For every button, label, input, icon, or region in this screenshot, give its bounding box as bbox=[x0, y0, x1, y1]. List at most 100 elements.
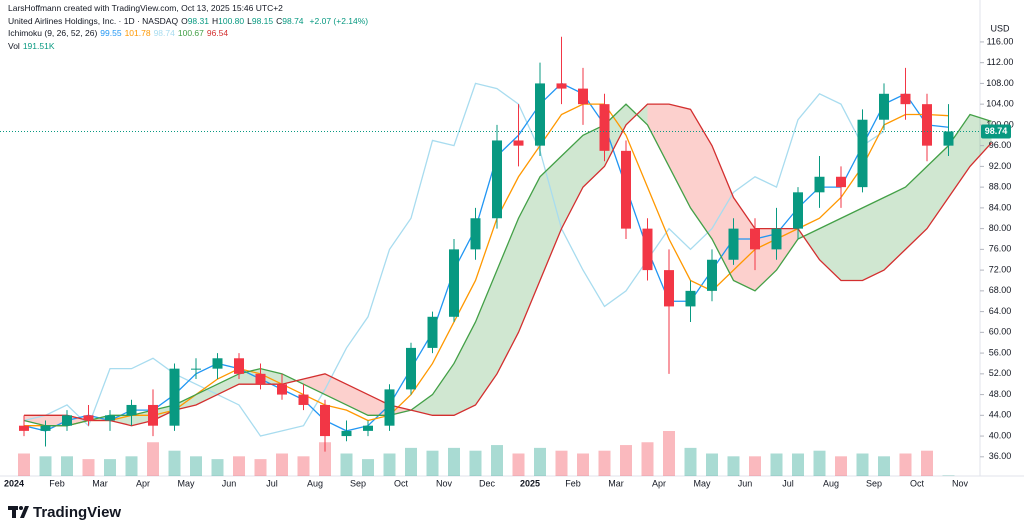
candle-body bbox=[320, 404, 330, 437]
indicator-line bbox=[23, 103, 992, 427]
candle-body bbox=[19, 425, 29, 431]
cloud-segment bbox=[927, 145, 949, 229]
x-tick-label: Oct bbox=[394, 478, 409, 488]
candle-body bbox=[406, 347, 416, 390]
candle-body bbox=[814, 176, 825, 193]
volume-value: 191.51K bbox=[22, 40, 55, 51]
x-tick-label: Sep bbox=[866, 478, 882, 488]
x-tick-label: Jun bbox=[738, 478, 753, 488]
x-tick-label: Jul bbox=[266, 478, 278, 488]
y-tick-label: 116.00 bbox=[987, 36, 1014, 46]
x-tick-label: Mar bbox=[92, 478, 108, 488]
candle-body bbox=[513, 140, 524, 146]
last-price-label: 98.74 bbox=[985, 126, 1008, 136]
volume-bar bbox=[598, 450, 611, 476]
volume-bar bbox=[340, 453, 353, 476]
cloud-segment bbox=[604, 104, 626, 167]
candle-body bbox=[771, 228, 782, 250]
cloud-segment bbox=[948, 114, 970, 198]
volume-bar bbox=[856, 453, 869, 476]
volume-bar bbox=[254, 459, 267, 476]
candle-body bbox=[642, 228, 653, 271]
cloud-segment bbox=[583, 124, 605, 188]
volume-bar bbox=[405, 447, 417, 476]
y-tick-label: 56.00 bbox=[989, 347, 1012, 357]
volume-bar bbox=[641, 442, 654, 476]
candle-body bbox=[578, 88, 588, 105]
volume-row: Vol 191.51K bbox=[8, 40, 371, 53]
brand: TradingView bbox=[33, 504, 121, 521]
indicator-value: 96.54 bbox=[206, 28, 229, 38]
candle-body bbox=[900, 93, 911, 105]
last-price-tag bbox=[981, 124, 1011, 139]
volume-bar bbox=[211, 459, 224, 476]
x-tick-label: Dec bbox=[479, 478, 496, 488]
plot-area bbox=[0, 36, 992, 476]
candle-body bbox=[105, 415, 115, 421]
cloud-segment bbox=[24, 415, 46, 426]
candle-body bbox=[384, 389, 395, 426]
x-tick-label: Nov bbox=[952, 478, 969, 488]
y-tick-label: 108.00 bbox=[986, 78, 1014, 88]
change: +2.07 (+2.14%) bbox=[309, 15, 369, 26]
y-tick-label: 112.00 bbox=[987, 57, 1014, 67]
volume-bar bbox=[190, 456, 202, 476]
x-tick-label: Jun bbox=[222, 478, 237, 488]
candle-body bbox=[685, 290, 696, 307]
cloud-segment bbox=[540, 156, 562, 281]
cloud-segment bbox=[905, 166, 927, 250]
candle-body bbox=[40, 425, 51, 431]
cloud-segment bbox=[217, 373, 239, 395]
cloud-segment bbox=[196, 384, 218, 405]
cloud-segment bbox=[776, 228, 798, 271]
y-tick-label: 84.00 bbox=[989, 202, 1012, 212]
volume-bar bbox=[448, 447, 460, 476]
cloud-segment bbox=[67, 415, 89, 426]
x-tick-label: May bbox=[693, 478, 711, 488]
cloud-segment bbox=[561, 135, 583, 229]
cloud-segment bbox=[432, 363, 454, 416]
cloud-segment bbox=[862, 197, 884, 281]
volume-bar bbox=[792, 453, 804, 476]
x-tick-label: Oct bbox=[910, 478, 925, 488]
candle-body bbox=[449, 249, 459, 317]
cloud-segment bbox=[647, 104, 669, 167]
volume-bar bbox=[749, 456, 761, 476]
candle-body bbox=[836, 176, 846, 188]
y-tick-label: 92.00 bbox=[989, 161, 1012, 171]
volume-bar bbox=[727, 456, 740, 476]
y-tick-label: 72.00 bbox=[989, 264, 1012, 274]
candle-body bbox=[707, 259, 717, 291]
volume-bar bbox=[61, 456, 73, 476]
cloud-segment bbox=[454, 321, 476, 416]
volume-bar bbox=[168, 450, 181, 476]
currency: USD bbox=[990, 23, 1010, 33]
quote: O98.31 H100.80 L98.15 C98.74 bbox=[181, 16, 306, 26]
volume-bar bbox=[469, 450, 482, 476]
volume-bar bbox=[276, 453, 288, 476]
x-tick-label: Apr bbox=[652, 478, 666, 488]
indicator-value: 99.55 bbox=[100, 28, 122, 38]
candle-body bbox=[212, 358, 223, 369]
quote-label: H bbox=[211, 15, 219, 26]
legend: LarsHoffmann created with TradingView.co… bbox=[8, 2, 371, 52]
candle-body bbox=[728, 228, 739, 260]
volume-bar bbox=[706, 453, 718, 476]
x-tick-label: Feb bbox=[49, 478, 65, 488]
x-tick-label: Feb bbox=[565, 478, 581, 488]
volume-bar bbox=[512, 453, 525, 476]
volume-bar bbox=[82, 459, 95, 476]
y-tick-label: 40.00 bbox=[989, 430, 1012, 440]
y-tick-label: 64.00 bbox=[989, 306, 1012, 316]
y-tick-label: 88.00 bbox=[989, 182, 1012, 192]
volume-bar bbox=[577, 453, 589, 476]
cloud-segment bbox=[690, 109, 712, 239]
y-tick-label: 68.00 bbox=[989, 285, 1012, 295]
candle-body bbox=[62, 415, 72, 426]
quote-value: 98.15 bbox=[251, 15, 274, 26]
candle-body bbox=[83, 415, 94, 421]
volume-name: Vol bbox=[8, 40, 20, 51]
symbol-row: United Airlines Holdings, Inc. · 1D · NA… bbox=[8, 15, 371, 28]
